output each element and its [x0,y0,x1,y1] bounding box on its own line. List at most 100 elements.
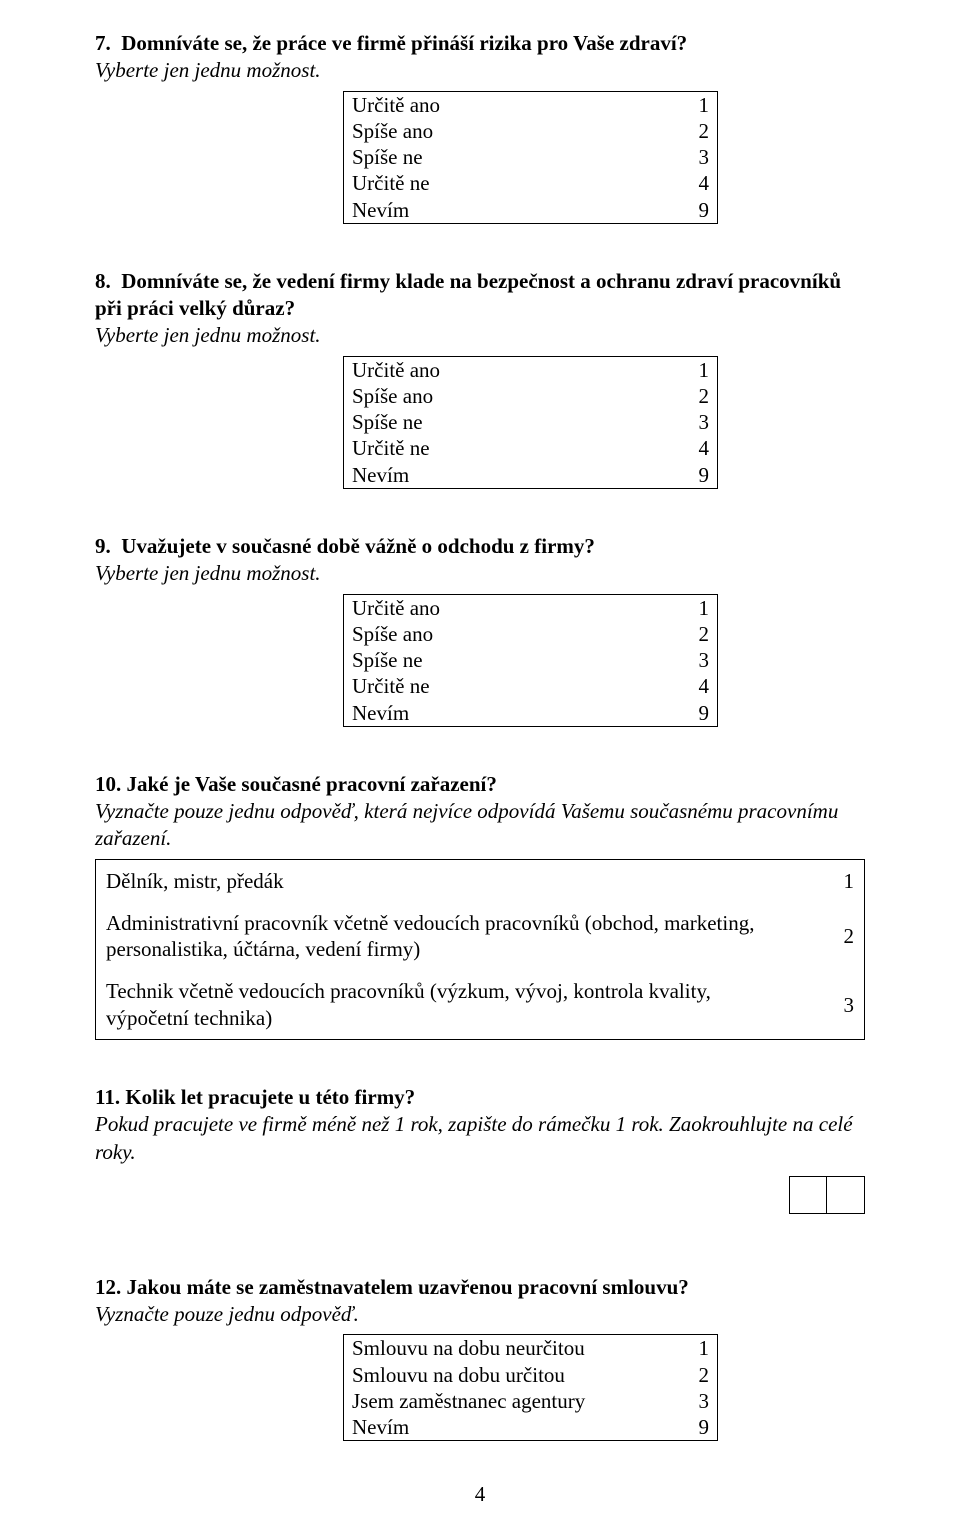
option-row[interactable]: Smlouvu na dobu neurčitou1 [344,1335,718,1362]
option-row[interactable]: Spíše ne3 [344,144,718,170]
option-row[interactable]: Určitě ne4 [344,170,718,196]
option-label: Jsem zaměstnanec agentury [344,1388,662,1414]
option-row[interactable]: Administrativní pracovník včetně vedoucí… [96,902,865,971]
option-row[interactable]: Určitě ne4 [344,673,718,699]
question-7-title: 7. Domníváte se, že práce ve firmě přiná… [95,30,865,57]
option-row[interactable]: Smlouvu na dobu určitou2 [344,1362,718,1388]
option-value: 9 [661,197,718,224]
years-input[interactable] [95,1176,865,1214]
option-value: 3 [661,409,718,435]
option-value: 4 [661,435,718,461]
option-label: Spíše ano [344,118,662,144]
question-8-instruction: Vyberte jen jednu možnost. [95,322,865,349]
option-label: Administrativní pracovník včetně vedoucí… [96,902,805,971]
option-value: 2 [661,1362,718,1388]
option-row[interactable]: Technik včetně vedoucích pracovníků (výz… [96,970,865,1039]
option-row[interactable]: Spíše ne3 [344,647,718,673]
question-7-instruction: Vyberte jen jednu možnost. [95,57,865,84]
option-value: 1 [661,91,718,118]
question-11-number: 11. [95,1085,120,1109]
years-digit-1[interactable] [789,1176,827,1214]
option-value: 1 [661,356,718,383]
option-value: 9 [661,1414,718,1441]
question-8-number: 8. [95,269,111,293]
option-row[interactable]: Nevím9 [344,197,718,224]
option-row[interactable]: Nevím9 [344,1414,718,1441]
option-row[interactable]: Určitě ano1 [344,594,718,621]
question-8-options: Určitě ano1 Spíše ano2 Spíše ne3 Určitě … [343,356,718,489]
option-label: Nevím [344,197,662,224]
option-row[interactable]: Určitě ano1 [344,91,718,118]
page-number: 4 [0,1482,960,1507]
option-row[interactable]: Spíše ano2 [344,383,718,409]
question-11-text: Kolik let pracujete u této firmy? [125,1085,415,1109]
option-value: 1 [661,1335,718,1362]
option-value: 1 [661,594,718,621]
option-row[interactable]: Nevím9 [344,700,718,727]
question-10: 10. Jaké je Vaše současné pracovní zařaz… [95,771,865,1040]
question-12-title: 12. Jakou máte se zaměstnavatelem uzavře… [95,1274,865,1301]
question-8-text: Domníváte se, že vedení firmy klade na b… [95,269,841,320]
question-10-instruction: Vyznačte pouze jednu odpověď, která nejv… [95,798,865,853]
option-label: Určitě ano [344,356,662,383]
option-label: Smlouvu na dobu určitou [344,1362,662,1388]
option-value: 3 [661,1388,718,1414]
option-label: Určitě ano [344,91,662,118]
option-value: 1 [804,859,865,902]
question-9-options: Určitě ano1 Spíše ano2 Spíše ne3 Určitě … [343,594,718,727]
question-7-options: Určitě ano1 Spíše ano2 Spíše ne3 Určitě … [343,91,718,224]
option-label: Určitě ne [344,673,662,699]
question-11: 11. Kolik let pracujete u této firmy? Po… [95,1084,865,1214]
years-digit-2[interactable] [827,1176,865,1214]
option-label: Spíše ne [344,144,662,170]
question-7: 7. Domníváte se, že práce ve firmě přiná… [95,30,865,224]
question-12-instruction: Vyznačte pouze jednu odpověď. [95,1301,865,1328]
question-9-number: 9. [95,534,111,558]
option-label: Smlouvu na dobu neurčitou [344,1335,662,1362]
question-11-instruction: Pokud pracujete ve firmě méně než 1 rok,… [95,1111,865,1166]
option-value: 2 [661,621,718,647]
option-row[interactable]: Spíše ne3 [344,409,718,435]
question-12-text: Jakou máte se zaměstnavatelem uzavřenou … [127,1275,689,1299]
option-label: Určitě ne [344,170,662,196]
question-10-options: Dělník, mistr, předák 1 Administrativní … [95,859,865,1040]
question-12-number: 12. [95,1275,121,1299]
question-11-title: 11. Kolik let pracujete u této firmy? [95,1084,865,1111]
question-8: 8. Domníváte se, že vedení firmy klade n… [95,268,865,489]
question-7-text: Domníváte se, že práce ve firmě přináší … [121,31,687,55]
option-value: 9 [661,700,718,727]
question-10-text: Jaké je Vaše současné pracovní zařazení? [127,772,497,796]
option-value: 3 [804,970,865,1039]
option-row[interactable]: Určitě ano1 [344,356,718,383]
option-value: 3 [661,647,718,673]
option-row[interactable]: Jsem zaměstnanec agentury3 [344,1388,718,1414]
option-value: 2 [661,118,718,144]
option-label: Spíše ano [344,621,662,647]
option-value: 4 [661,170,718,196]
option-label: Určitě ano [344,594,662,621]
option-row[interactable]: Spíše ano2 [344,118,718,144]
option-row[interactable]: Určitě ne4 [344,435,718,461]
option-label: Nevím [344,700,662,727]
option-label: Určitě ne [344,435,662,461]
option-value: 4 [661,673,718,699]
option-row[interactable]: Nevím9 [344,462,718,489]
option-value: 3 [661,144,718,170]
question-10-number: 10. [95,772,121,796]
option-label: Spíše ne [344,647,662,673]
option-value: 2 [661,383,718,409]
question-12-options: Smlouvu na dobu neurčitou1 Smlouvu na do… [343,1334,718,1441]
option-label: Technik včetně vedoucích pracovníků (výz… [96,970,805,1039]
question-12: 12. Jakou máte se zaměstnavatelem uzavře… [95,1274,865,1442]
question-9: 9. Uvažujete v současné době vážně o odc… [95,533,865,727]
option-row[interactable]: Spíše ano2 [344,621,718,647]
option-row[interactable]: Dělník, mistr, předák 1 [96,859,865,902]
question-9-text: Uvažujete v současné době vážně o odchod… [121,534,595,558]
option-label: Nevím [344,1414,662,1441]
question-10-title: 10. Jaké je Vaše současné pracovní zařaz… [95,771,865,798]
page: 7. Domníváte se, že práce ve firmě přiná… [0,0,960,1525]
option-value: 9 [661,462,718,489]
question-7-number: 7. [95,31,111,55]
question-9-title: 9. Uvažujete v současné době vážně o odc… [95,533,865,560]
question-9-instruction: Vyberte jen jednu možnost. [95,560,865,587]
